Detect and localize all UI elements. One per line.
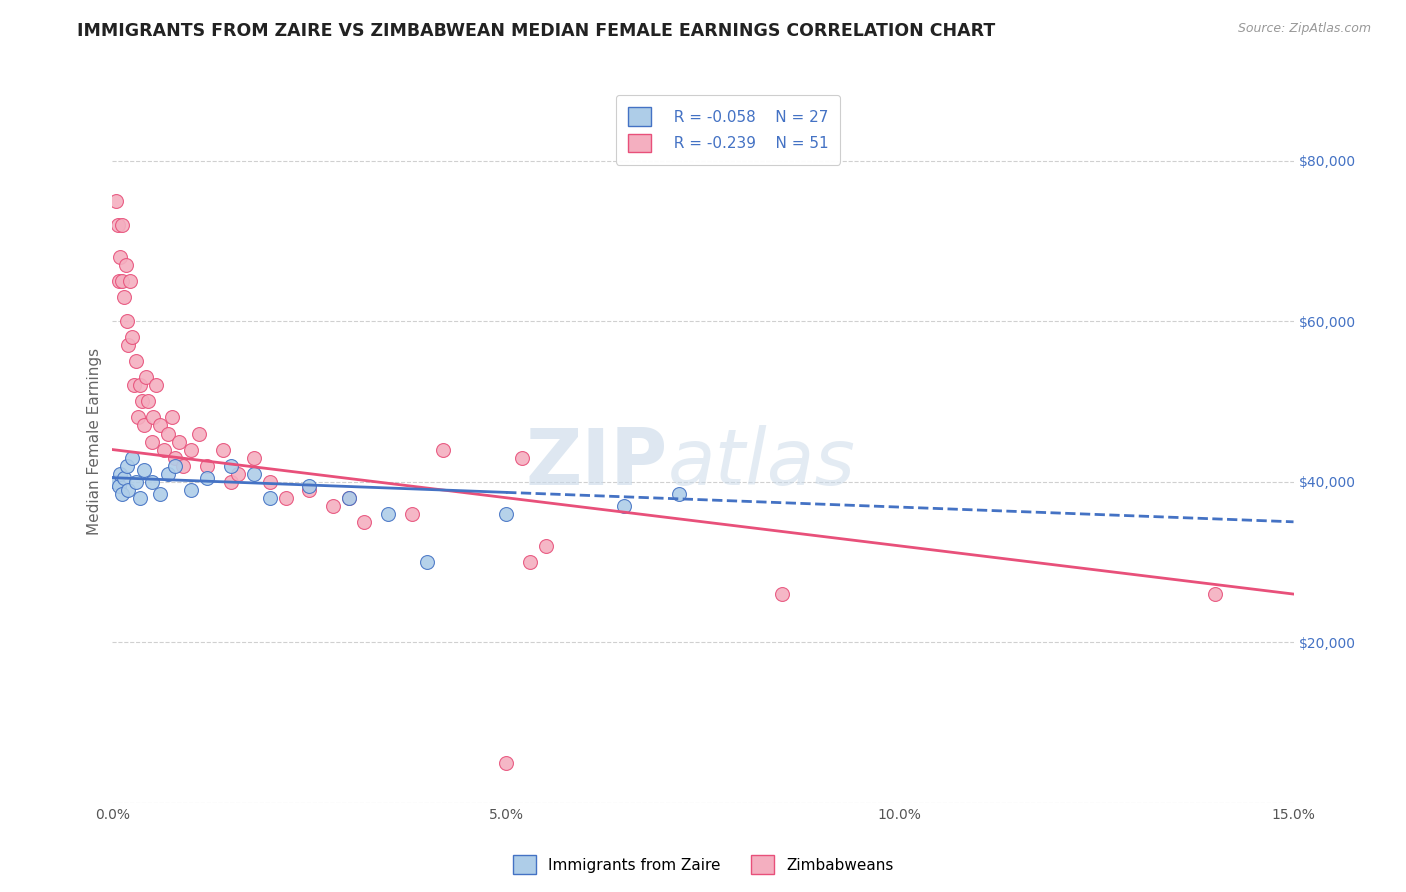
Point [149,418,172,433]
Point [495,507,517,521]
Point [107,274,129,288]
Point [534,539,557,553]
Point [110,250,132,264]
Point [107,218,129,232]
Point [165,450,187,465]
Point [122,378,145,392]
Point [111,218,134,232]
Y-axis label: Median Female Earnings: Median Female Earnings [87,348,103,535]
Point [112,470,135,484]
Point [115,458,138,473]
Point [322,499,344,513]
Point [111,486,134,500]
Point [219,475,242,489]
Point [510,450,533,465]
Text: ZIP: ZIP [526,425,668,501]
Point [117,483,139,497]
Point [195,470,218,484]
Point [115,314,138,328]
Point [142,410,165,425]
Text: IMMIGRANTS FROM ZAIRE VS ZIMBABWEAN MEDIAN FEMALE EARNINGS CORRELATION CHART: IMMIGRANTS FROM ZAIRE VS ZIMBABWEAN MEDI… [77,22,995,40]
Point [156,467,179,481]
Point [121,450,143,465]
Point [228,467,250,481]
Point [131,394,153,409]
Point [432,442,454,457]
Point [259,475,281,489]
Point [165,458,187,473]
Point [353,515,375,529]
Point [377,507,399,521]
Point [110,467,132,481]
Point [1204,587,1226,601]
Point [127,410,149,425]
Point [259,491,281,505]
Point [416,555,439,569]
Point [613,499,636,513]
Legend:   R = -0.058    N = 27,   R = -0.239    N = 51: R = -0.058 N = 27, R = -0.239 N = 51 [616,95,841,164]
Point [112,290,135,304]
Point [274,491,297,505]
Point [125,475,148,489]
Point [105,475,128,489]
Point [519,555,541,569]
Point [169,434,191,449]
Point [495,756,517,770]
Point [129,491,152,505]
Point [145,378,167,392]
Point [337,491,360,505]
Text: atlas: atlas [668,425,855,501]
Point [298,478,321,492]
Point [160,410,183,425]
Text: Source: ZipAtlas.com: Source: ZipAtlas.com [1237,22,1371,36]
Point [118,274,141,288]
Point [141,475,163,489]
Point [180,442,202,457]
Point [132,462,155,476]
Point [337,491,360,505]
Point [668,486,690,500]
Point [219,458,242,473]
Point [195,458,218,473]
Point [243,450,266,465]
Point [136,394,159,409]
Point [129,378,152,392]
Point [401,507,423,521]
Point [770,587,793,601]
Point [125,354,148,368]
Point [172,458,194,473]
Point [211,442,233,457]
Point [111,274,134,288]
Legend: Immigrants from Zaire, Zimbabweans: Immigrants from Zaire, Zimbabweans [506,849,900,880]
Point [243,467,266,481]
Point [152,442,174,457]
Point [132,418,155,433]
Point [117,338,139,352]
Point [141,434,163,449]
Point [188,426,211,441]
Point [107,478,129,492]
Point [105,194,128,208]
Point [180,483,202,497]
Point [298,483,321,497]
Point [135,370,157,384]
Point [149,486,172,500]
Point [121,330,143,344]
Point [115,258,138,272]
Point [156,426,179,441]
